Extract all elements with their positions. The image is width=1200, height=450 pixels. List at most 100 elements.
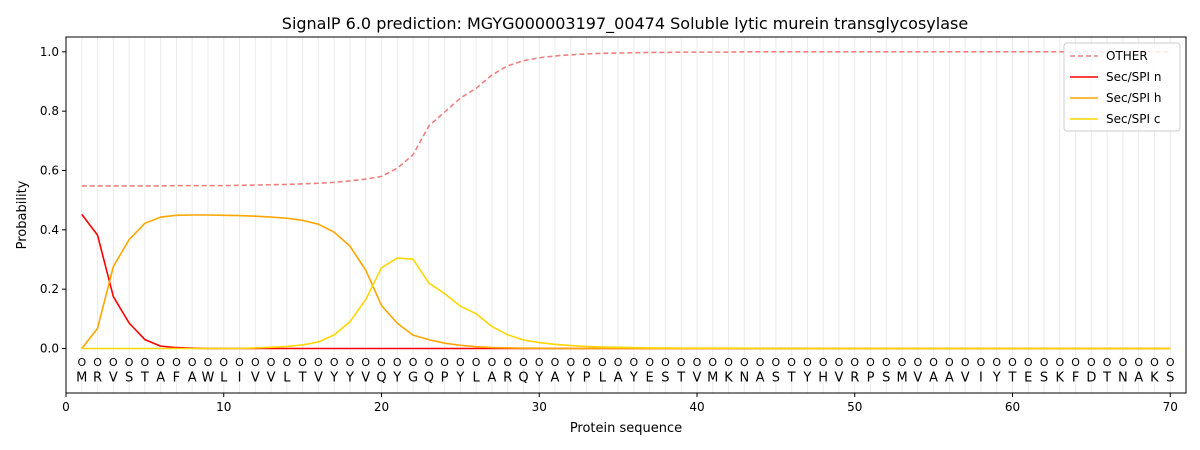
residue-label: E [1024, 371, 1032, 386]
residue-label: Y [566, 371, 575, 386]
residue-label: V [835, 371, 844, 386]
residue-label: K [1056, 371, 1065, 386]
residue-label: D [1086, 371, 1096, 386]
region-label: O [503, 356, 512, 369]
region-label: O [330, 356, 339, 369]
residue-label: I [979, 371, 983, 386]
region-label: O [787, 356, 796, 369]
residue-label: G [408, 371, 418, 386]
region-label: O [409, 356, 418, 369]
region-label: O [172, 356, 181, 369]
region-label: O [961, 356, 970, 369]
region-label: O [992, 356, 1001, 369]
residue-label: A [614, 371, 623, 386]
residue-label: K [1150, 371, 1159, 386]
region-label: O [614, 356, 623, 369]
y-tick-label: 0.0 [40, 342, 59, 356]
region-label: O [424, 356, 433, 369]
residue-label: Y [534, 371, 543, 386]
x-axis: 0 10 20 30 40 50 60 70 [62, 393, 1178, 414]
region-label: O [298, 356, 307, 369]
region-label: O [235, 356, 244, 369]
residue-label: L [599, 371, 607, 386]
region-label: O [661, 356, 670, 369]
region-label: O [1103, 356, 1112, 369]
region-label: O [945, 356, 954, 369]
y-tick-label: 0.2 [40, 282, 59, 296]
chart-title: SignalP 6.0 prediction: MGYG000003197_00… [282, 14, 968, 34]
residue-label: P [441, 371, 449, 386]
residue-label: H [818, 371, 828, 386]
region-label: O [913, 356, 922, 369]
region-label: O [219, 356, 228, 369]
region-label: O [1071, 356, 1080, 369]
region-label: O [1055, 356, 1064, 369]
region-label: O [708, 356, 717, 369]
region-label: O [1166, 356, 1175, 369]
region-label: O [1150, 356, 1159, 369]
legend-label: Sec/SPI n [1106, 70, 1161, 84]
residue-label: Y [802, 371, 811, 386]
y-tick-label: 0.8 [40, 104, 59, 118]
legend-box [1063, 42, 1181, 132]
region-label: O [1119, 356, 1128, 369]
residue-label: R [850, 371, 859, 386]
residue-label: V [251, 371, 260, 386]
region-label: O [488, 356, 497, 369]
region-label: O [1040, 356, 1049, 369]
region-label: O [882, 356, 891, 369]
region-label: O [519, 356, 528, 369]
x-tick-label: 40 [689, 400, 704, 414]
residue-label: P [867, 371, 875, 386]
residue-label: N [739, 371, 749, 386]
region-label: O [346, 356, 355, 369]
residue-label: L [283, 371, 291, 386]
region-label: O [361, 356, 370, 369]
sequence-labels: OMOROVOSOTOAOFOAOWOLOIOVOVOLOTOVOYOYOVOQ… [76, 356, 1175, 386]
residue-label: L [473, 371, 481, 386]
legend-label: OTHER [1106, 49, 1148, 63]
residue-label: T [787, 371, 796, 386]
region-label: O [109, 356, 118, 369]
x-tick-label: 60 [1005, 400, 1020, 414]
residue-label: M [707, 371, 718, 386]
residue-label: T [1008, 371, 1017, 386]
region-label: O [835, 356, 844, 369]
region-label: O [440, 356, 449, 369]
region-label: O [156, 356, 165, 369]
region-label: O [472, 356, 481, 369]
region-label: O [188, 356, 197, 369]
region-label: O [566, 356, 575, 369]
residue-label: S [882, 371, 890, 386]
residue-label: I [238, 371, 242, 386]
residue-label: Y [345, 371, 354, 386]
residue-label: A [1134, 371, 1143, 386]
region-label: O [535, 356, 544, 369]
residue-label: S [1040, 371, 1048, 386]
residue-label: M [896, 371, 907, 386]
residue-label: A [487, 371, 496, 386]
residue-label: E [646, 371, 654, 386]
residue-label: L [220, 371, 228, 386]
residue-label: Y [992, 371, 1001, 386]
region-label: O [693, 356, 702, 369]
region-label: O [93, 356, 102, 369]
residue-label: Y [629, 371, 638, 386]
residue-label: A [945, 371, 954, 386]
residue-label: S [1166, 371, 1174, 386]
residue-label: S [772, 371, 780, 386]
region-label: O [456, 356, 465, 369]
region-label: O [551, 356, 560, 369]
x-tick-label: 20 [374, 400, 389, 414]
residue-label: Y [329, 371, 338, 386]
region-label: O [850, 356, 859, 369]
region-label: O [630, 356, 639, 369]
residue-label: Q [376, 371, 386, 386]
region-label: O [314, 356, 323, 369]
region-label: O [283, 356, 292, 369]
residue-label: T [298, 371, 307, 386]
residue-label: S [125, 371, 133, 386]
region-label: O [803, 356, 812, 369]
